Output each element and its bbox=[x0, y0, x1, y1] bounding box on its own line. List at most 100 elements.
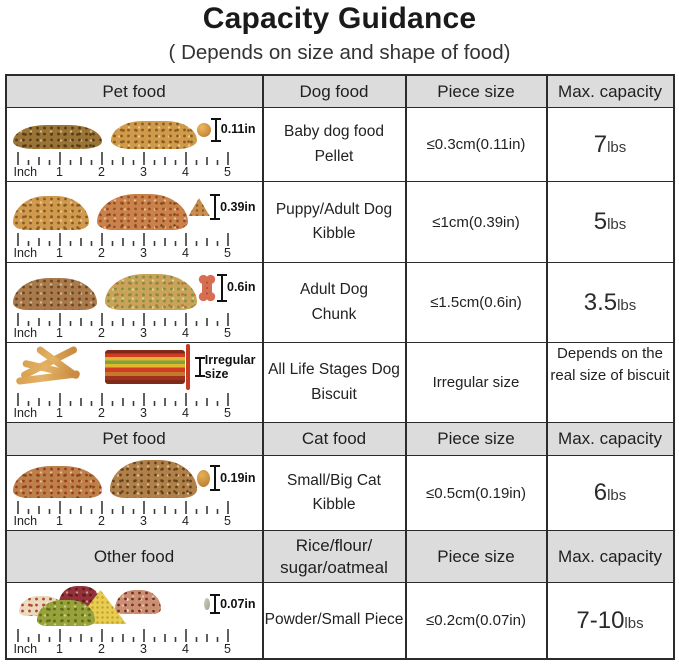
piece-size-value: ≤0.3cm(0.11in) bbox=[426, 136, 526, 153]
inch-ruler: Inch 1 2 3 4 5 bbox=[13, 151, 237, 180]
piece-size-cell: ≤0.2cm(0.07in) bbox=[407, 583, 548, 658]
ruler-label: Inch bbox=[13, 326, 38, 340]
measure-label: 0.07in bbox=[220, 596, 256, 611]
kibble-pile-image bbox=[12, 196, 90, 230]
capacity-note: Depends on the real size of biscuit bbox=[550, 345, 670, 384]
piece-size-cell: ≤0.3cm(0.11in) bbox=[406, 108, 548, 182]
measure-label: Irregular size bbox=[204, 352, 256, 381]
header-other-food: Other food bbox=[6, 531, 264, 583]
measure-bracket-icon bbox=[210, 117, 221, 142]
ruler-label: Inch bbox=[13, 406, 38, 420]
measure-bracket-icon bbox=[210, 194, 221, 220]
ruler-labels: Inch 1 2 3 4 5 bbox=[13, 642, 237, 657]
ruler-label: 4 bbox=[182, 246, 189, 260]
size-callout: 0.19in bbox=[197, 465, 256, 491]
ruler-label: 3 bbox=[140, 514, 147, 528]
mung-bean-pile-image bbox=[36, 600, 95, 626]
ruler-label: 2 bbox=[98, 246, 105, 260]
food-type-label: Small/Big Cat Kibble bbox=[287, 471, 381, 513]
size-callout: 0.07in bbox=[204, 594, 256, 614]
ruler-label: 3 bbox=[140, 326, 147, 340]
ruler-ticks bbox=[16, 393, 229, 406]
food-type-cell: Powder/Small Piece bbox=[264, 583, 407, 658]
ruler-label: 3 bbox=[140, 165, 147, 179]
measure-bracket-icon bbox=[194, 357, 205, 377]
ruler-label: 2 bbox=[98, 326, 105, 340]
ruler-label: Inch bbox=[13, 165, 38, 179]
pet-food-image-cell: 0.39in Inch 1 2 3 4 5 bbox=[6, 182, 264, 263]
inch-ruler: Inch 1 2 3 4 5 bbox=[13, 628, 237, 657]
header-pet-food: Pet food bbox=[6, 76, 264, 108]
page-header: Capacity Guidance ( Depends on size and … bbox=[0, 0, 679, 65]
size-callout: 0.6in bbox=[197, 273, 256, 302]
measure-label: 0.6in bbox=[227, 280, 256, 295]
cat-kibble-pile-image bbox=[109, 460, 198, 498]
ruler-label: 3 bbox=[140, 246, 147, 260]
kibble-triangle-icon bbox=[188, 198, 210, 216]
capacity-value: 3.5 bbox=[583, 288, 618, 316]
ruler-label: 5 bbox=[224, 514, 231, 528]
measure-label: 0.11in bbox=[220, 122, 256, 137]
pet-food-image-cell: Irregular size Inch 1 2 3 4 5 bbox=[6, 343, 264, 423]
header-piece-size: Piece size bbox=[406, 76, 548, 108]
ruler-label: 5 bbox=[224, 246, 231, 260]
food-type-cell: Puppy/Adult Dog Kibble bbox=[263, 182, 407, 263]
header-max-capacity: Max. capacity bbox=[547, 531, 673, 583]
measure-label: 0.19in bbox=[220, 470, 256, 485]
pellet-pile-image bbox=[110, 121, 197, 149]
piece-size-cell: ≤1.5cm(0.6in) bbox=[406, 263, 548, 343]
food-type-label: All Life Stages Dog Biscuit bbox=[268, 361, 400, 403]
grain-piles-image bbox=[13, 583, 171, 626]
capacity-unit: lbs bbox=[607, 487, 627, 504]
ruler-ticks bbox=[16, 629, 229, 642]
ruler-label: Inch bbox=[13, 514, 38, 528]
piece-size-value: ≤0.2cm(0.07in) bbox=[426, 612, 526, 629]
food-type-cell: All Life Stages Dog Biscuit bbox=[263, 343, 407, 423]
piece-size-cell: ≤0.5cm(0.19in) bbox=[406, 456, 548, 531]
pet-food-image-cell: 0.11in Inch 1 2 3 4 5 bbox=[6, 108, 264, 182]
ruler-label: 2 bbox=[98, 642, 105, 656]
piece-size-cell: ≤1cm(0.39in) bbox=[406, 182, 548, 263]
header-dog-food: Dog food bbox=[263, 76, 407, 108]
mixed-chunk-pile-image bbox=[105, 274, 197, 310]
inch-ruler: Inch 1 2 3 4 5 bbox=[13, 232, 237, 261]
capacity-value: 7 bbox=[593, 130, 608, 158]
capacity-table: Pet food Dog food Piece size Max. capaci… bbox=[4, 74, 675, 660]
kibble-pile-image bbox=[97, 194, 189, 230]
ruler-ticks bbox=[16, 501, 229, 514]
inch-ruler: Inch 1 2 3 4 5 bbox=[13, 500, 237, 529]
capacity-unit: lbs bbox=[617, 296, 637, 314]
measure-bracket-icon bbox=[210, 465, 221, 491]
header-piece-size: Piece size bbox=[406, 531, 548, 583]
food-type-label: Baby dog food Pellet bbox=[284, 123, 384, 165]
header-piece-size: Piece size bbox=[406, 423, 548, 456]
capacity-unit: lbs bbox=[607, 216, 627, 233]
chunk-pile-image bbox=[12, 278, 98, 310]
ruler-label: 4 bbox=[182, 326, 189, 340]
measure-bracket-icon bbox=[210, 594, 221, 614]
capacity-cell: Depends on the real size of biscuit bbox=[547, 343, 673, 423]
ruler-label: 1 bbox=[56, 642, 63, 656]
layered-treat-stack-icon bbox=[104, 350, 185, 384]
piece-size-value: Irregular size bbox=[432, 374, 520, 391]
size-callout: 0.11in bbox=[196, 117, 256, 142]
pet-food-image-cell: 0.19in Inch 1 2 3 4 5 bbox=[6, 456, 264, 531]
ruler-label: 2 bbox=[98, 514, 105, 528]
piece-size-value: ≤0.5cm(0.19in) bbox=[426, 484, 526, 502]
capacity-value: 5 bbox=[593, 208, 608, 235]
food-type-cell: Adult Dog Chunk bbox=[263, 263, 407, 343]
food-type-cell: Small/Big Cat Kibble bbox=[263, 456, 407, 531]
ruler-label: 4 bbox=[182, 642, 189, 656]
ruler-label: 5 bbox=[224, 406, 231, 420]
irregular-size-line bbox=[185, 344, 190, 390]
ruler-label: 2 bbox=[98, 406, 105, 420]
ruler-labels: Inch 1 2 3 4 5 bbox=[13, 165, 237, 180]
measure-bracket-icon bbox=[217, 273, 227, 302]
ruler-label: 1 bbox=[56, 165, 63, 179]
capacity-cell: 5 lbs bbox=[547, 182, 673, 263]
header-max-capacity: Max. capacity bbox=[547, 423, 673, 456]
ruler-label: 3 bbox=[140, 406, 147, 420]
measure-label: 0.39in bbox=[220, 199, 256, 214]
ruler-label: 5 bbox=[224, 165, 231, 179]
capacity-cell: 6 lbs bbox=[547, 456, 673, 531]
